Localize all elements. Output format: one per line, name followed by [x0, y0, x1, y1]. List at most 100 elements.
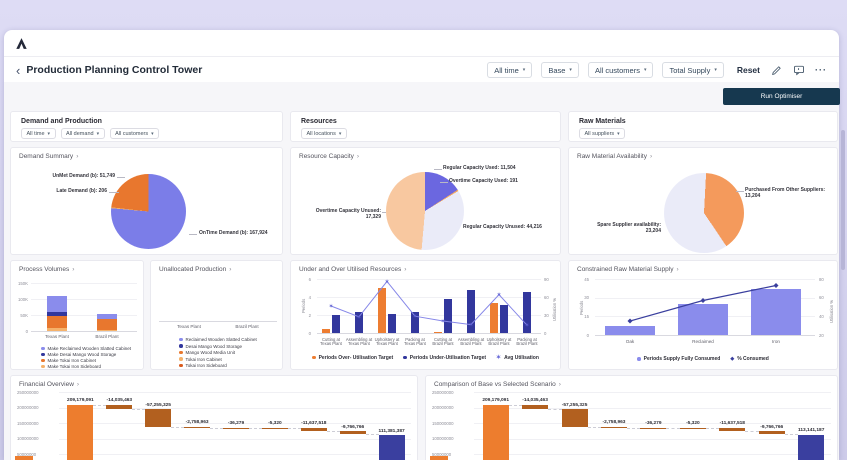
supply-filter-dropdown[interactable]: Total Supply ▾ — [662, 62, 724, 78]
chart-title-link[interactable]: Demand Summary › — [19, 153, 79, 160]
supply-bar — [605, 326, 655, 335]
x-label: Brazil Plant — [488, 341, 510, 346]
y-tick: 15 — [584, 313, 589, 319]
section-resources: Resources All locations ▾ — [290, 111, 561, 142]
back-chevron-icon[interactable]: ‹ — [16, 62, 21, 78]
pie-label: Spare Supplier availability: 23,204 — [597, 222, 661, 234]
gridline — [59, 392, 411, 393]
y-tick: 60 — [544, 294, 549, 300]
y-tick: 20 — [819, 332, 824, 338]
waterfall-bar — [758, 431, 785, 435]
waterfall-bar — [679, 427, 706, 429]
data-label: 209,179,091 — [67, 398, 94, 404]
y-tick: 4 — [308, 294, 311, 300]
legend-item: Make Desai Mango Wood Storage — [41, 352, 116, 357]
x-label: Texas Plant — [404, 341, 426, 346]
x-axis — [31, 331, 137, 332]
anaplan-logo-icon — [15, 37, 28, 50]
waterfall-connector — [93, 404, 107, 406]
clipped-bar — [430, 456, 448, 460]
y-tick: 50000000 — [17, 451, 37, 457]
data-label: -9,766,766 — [341, 424, 365, 430]
legend-item: Make Tokai Iron Sideboard — [41, 364, 101, 369]
suppliers-filter-dropdown[interactable]: All suppliers ▾ — [579, 128, 626, 139]
gridline — [59, 454, 411, 455]
legend-item: Tokai Iron Cabinet — [179, 357, 222, 362]
clipped-bar — [15, 456, 33, 460]
legend-item: Periods Supply Fully Consumed — [637, 356, 720, 362]
gridline — [595, 297, 815, 299]
run-optimiser-button[interactable]: Run Optimiser — [723, 88, 840, 105]
customers-filter-dropdown[interactable]: All customers ▾ — [109, 128, 160, 139]
svg-text:✶: ✶ — [524, 322, 529, 329]
page-header: ‹ Production Planning Control Tower All … — [4, 57, 839, 84]
waterfall-bar — [640, 427, 667, 429]
y-tick: 6 — [308, 276, 311, 282]
comment-icon[interactable] — [792, 64, 806, 77]
y-tick: 0 — [308, 330, 311, 336]
chart-title-link[interactable]: Unallocated Production › — [159, 266, 232, 273]
x-label: Upholstery at — [486, 336, 512, 342]
y-tick: 200000000 — [432, 405, 454, 410]
data-label: -11,637,518 — [719, 421, 745, 427]
x-label: Brazil Plant — [235, 324, 259, 329]
time-filter-dropdown[interactable]: All time ▾ — [487, 62, 533, 78]
legend-dot — [403, 355, 407, 360]
more-options-icon[interactable]: ··· — [815, 65, 827, 75]
waterfall-connector — [587, 426, 601, 428]
waterfall-bar — [601, 426, 627, 429]
chart-card-unallocated-production: Unallocated Production › Texas Plant Braz… — [150, 260, 283, 370]
waterfall-connector — [745, 431, 759, 433]
chart-title-link[interactable]: Financial Overview › — [19, 381, 80, 388]
x-label: Cutting at — [434, 336, 452, 342]
supply-bar — [751, 289, 801, 335]
section-filters: All locations ▾ — [301, 128, 347, 139]
waterfall-bar — [106, 404, 133, 409]
section-title: Resources — [301, 118, 337, 125]
chart-title-link[interactable]: Process Volumes › — [19, 266, 75, 273]
waterfall-bar — [339, 431, 366, 435]
gridline — [317, 279, 541, 280]
waterfall-bar — [719, 427, 746, 432]
waterfall-connector — [249, 427, 262, 429]
y-tick: 2 — [308, 312, 311, 318]
chevron-down-icon: ▾ — [643, 67, 647, 73]
demand-filter-dropdown[interactable]: All demand ▾ — [60, 128, 105, 139]
y-tick: 30 — [584, 295, 589, 301]
over-target-bar — [434, 332, 442, 333]
gridline — [31, 283, 137, 284]
chart-title-link[interactable]: Resource Capacity › — [299, 153, 360, 160]
gridline — [317, 315, 541, 316]
customers-filter-dropdown[interactable]: All customers ▾ — [587, 62, 654, 78]
chart-title-link[interactable]: Raw Material Availability › — [577, 153, 653, 160]
vertical-scrollbar[interactable] — [841, 130, 845, 270]
waterfall-connector — [508, 404, 523, 406]
section-filters: All time ▾ All demand ▾ All customers ▾ — [21, 128, 160, 139]
chart-title-link[interactable]: Comparison of Base vs Selected Scenario › — [434, 381, 561, 388]
under-target-bar — [500, 305, 508, 333]
locations-filter-dropdown[interactable]: All locations ▾ — [301, 128, 347, 139]
y-tick: 0 — [544, 330, 547, 336]
pie-label: Purchased From Other Suppliers: 13,204 — [745, 187, 826, 199]
waterfall-connector — [784, 434, 799, 436]
gridline — [59, 438, 411, 440]
y-tick: 100K — [17, 296, 28, 302]
edit-pencil-icon[interactable] — [769, 64, 783, 77]
reset-button[interactable]: Reset — [736, 65, 760, 75]
label-connector — [117, 177, 125, 178]
waterfall-bar — [561, 409, 588, 427]
time-filter-dropdown[interactable]: All time ▾ — [21, 128, 56, 139]
legend-item: ✶ Avg Utilisation — [496, 354, 539, 362]
svg-text:✶: ✶ — [356, 314, 361, 321]
waterfall-connector — [132, 409, 146, 410]
chart-title-link[interactable]: Under and Over Utilised Resources › — [299, 266, 407, 273]
scenario-filter-dropdown[interactable]: Base ▾ — [541, 62, 579, 78]
chart-title-link[interactable]: Constrained Raw Material Supply › — [577, 266, 679, 273]
drill-chevron-icon: › — [229, 266, 232, 273]
under-target-bar — [523, 291, 531, 333]
over-target-bar — [490, 303, 498, 333]
data-label: 111,381,387 — [378, 428, 405, 434]
x-axis — [317, 333, 541, 334]
gridline — [474, 407, 831, 409]
gridline — [317, 297, 541, 298]
